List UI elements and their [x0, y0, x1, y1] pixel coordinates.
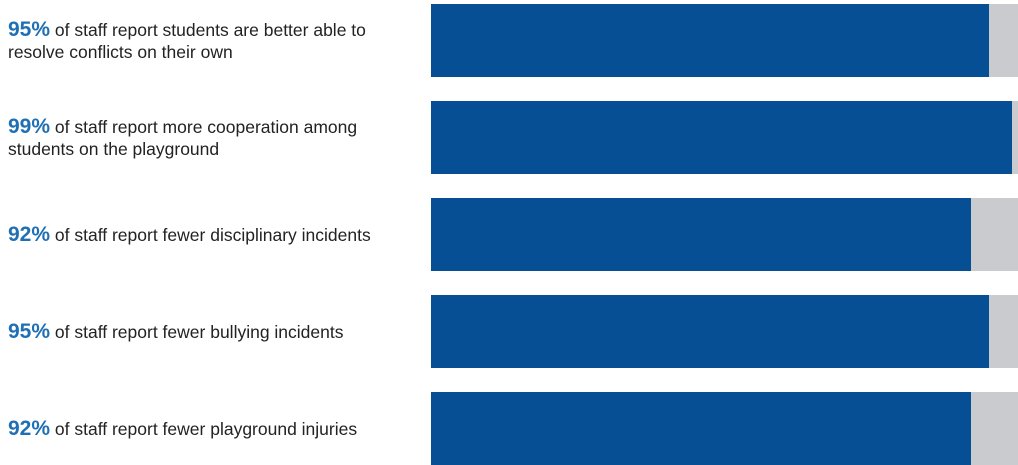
row-label: 99% of staff report more cooperation amo…: [8, 114, 418, 160]
percent-label: 95%: [8, 319, 51, 343]
bar-track: [431, 392, 1018, 465]
chart-row: 92% of staff report fewer playground inj…: [0, 392, 1018, 465]
bar-track: [431, 295, 1018, 368]
chart-row: 92% of staff report fewer disciplinary i…: [0, 198, 1018, 271]
statement-text: of staff report students are better able…: [8, 19, 366, 62]
bar-track: [431, 198, 1018, 271]
percent-label: 92%: [8, 222, 51, 246]
bar-fill: [431, 101, 1013, 174]
statement-text: of staff report fewer playground injurie…: [54, 418, 358, 439]
bar-fill: [431, 392, 972, 465]
bar-fill: [431, 295, 989, 368]
percent-label: 95%: [8, 17, 51, 41]
percent-label: 99%: [8, 114, 51, 138]
row-label: 95% of staff report students are better …: [8, 17, 418, 63]
bar-track: [431, 101, 1018, 174]
bar-fill: [431, 4, 989, 77]
row-label: 92% of staff report fewer disciplinary i…: [8, 222, 418, 246]
row-label: 95% of staff report fewer bullying incid…: [8, 319, 418, 343]
bar-fill: [431, 198, 972, 271]
statement-text: of staff report fewer bullying incidents: [54, 321, 344, 342]
statement-text: of staff report more cooperation among s…: [8, 116, 358, 159]
bar-track: [431, 4, 1018, 77]
row-label: 92% of staff report fewer playground inj…: [8, 416, 418, 440]
percent-label: 92%: [8, 416, 51, 440]
statement-text: of staff report fewer disciplinary incid…: [54, 224, 371, 245]
chart-row: 99% of staff report more cooperation amo…: [0, 101, 1018, 174]
chart-row: 95% of staff report students are better …: [0, 4, 1018, 77]
chart-row: 95% of staff report fewer bullying incid…: [0, 295, 1018, 368]
